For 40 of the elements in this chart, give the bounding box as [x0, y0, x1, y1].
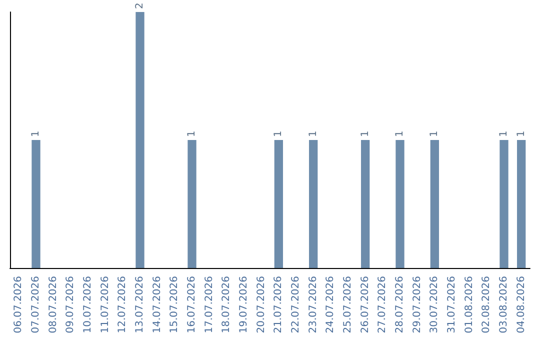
data-label: 1 — [498, 130, 510, 137]
x-tick-label: 13.07.2026 — [134, 276, 146, 334]
x-tick-label: 31.07.2026 — [446, 276, 458, 334]
x-tick-label: 03.08.2026 — [498, 276, 510, 334]
data-label: 1 — [516, 130, 527, 137]
x-tick-label: 10.07.2026 — [82, 276, 94, 334]
x-tick-label: 27.07.2026 — [377, 276, 388, 334]
x-tick-label: 15.07.2026 — [169, 276, 180, 334]
data-label: 1 — [30, 130, 42, 137]
x-tick-label: 23.07.2026 — [308, 276, 319, 334]
x-tick-label: 29.07.2026 — [412, 276, 423, 334]
x-tick-label: 12.07.2026 — [117, 276, 128, 334]
data-label: 1 — [308, 130, 319, 137]
data-label: 2 — [134, 2, 146, 9]
x-tick-label: 04.08.2026 — [516, 276, 527, 334]
x-tick-label: 14.07.2026 — [152, 276, 163, 334]
data-label: 1 — [429, 130, 440, 137]
x-tick-label: 24.07.2026 — [325, 276, 336, 334]
x-tick-label: 08.07.2026 — [48, 276, 59, 334]
x-tick-label: 17.07.2026 — [204, 276, 215, 334]
x-tick-label: 06.07.2026 — [13, 276, 24, 334]
x-tick-label: 25.07.2026 — [342, 276, 354, 334]
x-tick-label: 19.07.2026 — [238, 276, 250, 334]
x-tick-label: 16.07.2026 — [186, 276, 198, 334]
x-tick-label: 30.07.2026 — [429, 276, 440, 334]
x-tick-label: 01.08.2026 — [464, 276, 475, 334]
x-tick-label: 02.08.2026 — [481, 276, 492, 334]
data-label: 1 — [186, 130, 198, 137]
data-label: 1 — [394, 130, 406, 137]
x-tick-label: 11.07.2026 — [100, 276, 111, 334]
x-tick-label: 07.07.2026 — [30, 276, 42, 334]
x-tick-label: 09.07.2026 — [65, 276, 76, 334]
x-tick-label: 18.07.2026 — [221, 276, 232, 334]
x-tick-label: 21.07.2026 — [273, 276, 284, 334]
x-tick-label: 20.07.2026 — [256, 276, 267, 334]
data-label: 1 — [273, 130, 284, 137]
x-tick-label: 26.07.2026 — [360, 276, 371, 334]
data-label: 1 — [360, 130, 371, 137]
x-tick-label: 28.07.2026 — [394, 276, 406, 334]
x-tick-label: 22.07.2026 — [290, 276, 302, 334]
